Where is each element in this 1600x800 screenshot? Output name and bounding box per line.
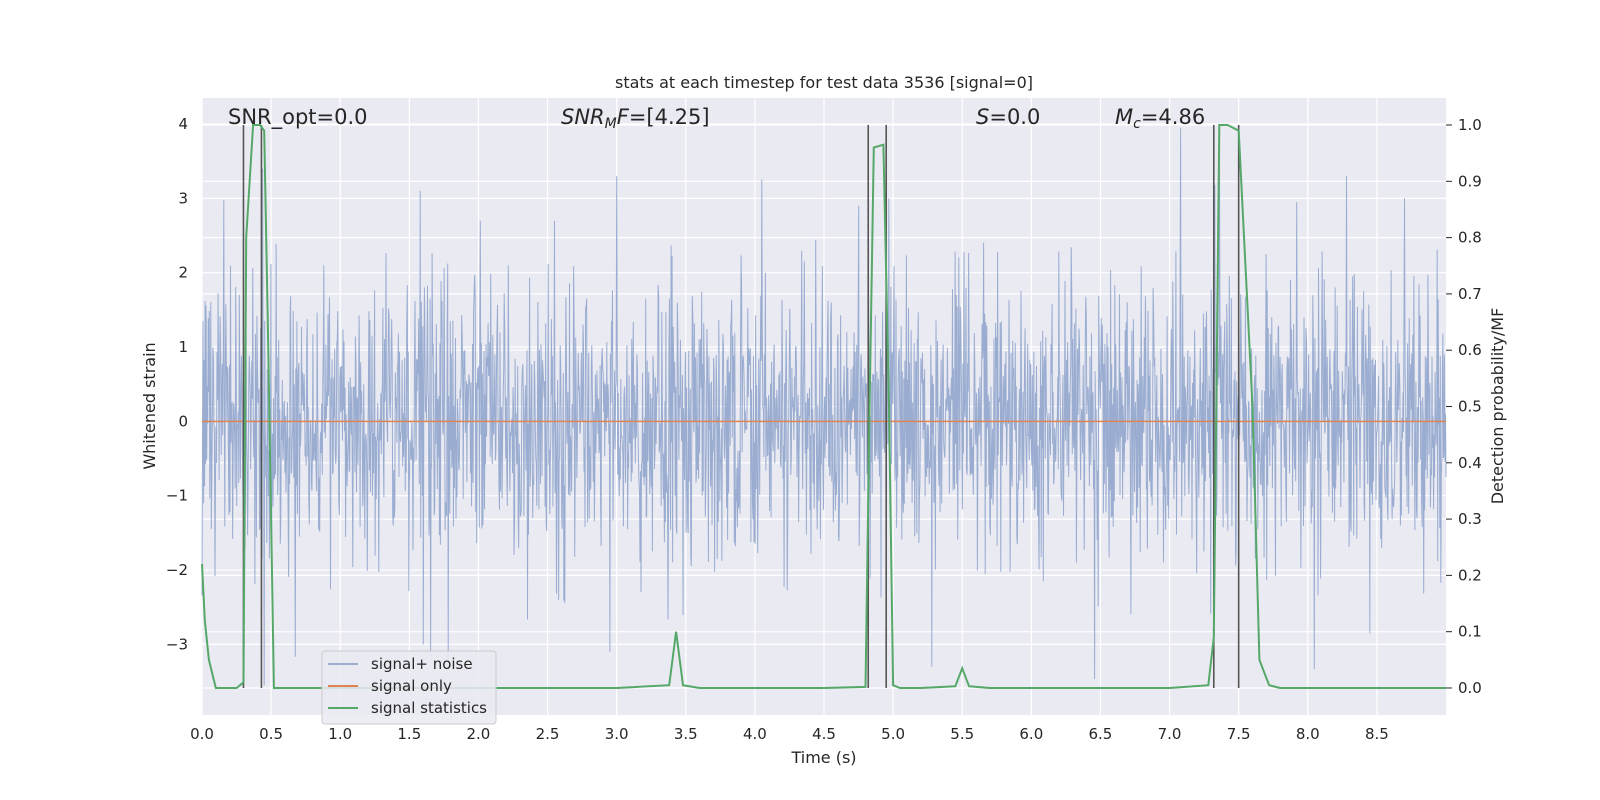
series-signal-statistics: [201, 124, 1446, 689]
x-tick-label: 5.5: [950, 725, 974, 743]
x-tick-label: 6.0: [1019, 725, 1043, 743]
y-tick-label: 0: [178, 412, 188, 430]
y-tick-label: 2: [178, 264, 188, 282]
x-tick-label: 6.5: [1089, 725, 1113, 743]
x-tick-label: 3.0: [605, 725, 629, 743]
y-right-tick-label: 0.9: [1458, 172, 1482, 190]
annotation-snr-mf: SNRMF=[4.25]: [561, 105, 710, 132]
signal-statistics-line: [201, 124, 1446, 689]
y-tick-label: 4: [178, 115, 188, 133]
legend: signal+ noise signal only signal statist…: [321, 650, 497, 725]
x-tick-label: 1.0: [328, 725, 352, 743]
x-tick-label: 4.0: [743, 725, 767, 743]
x-tick-label: 0.0: [190, 725, 214, 743]
y-right-tick-label: 0.8: [1458, 229, 1482, 247]
chart-title: stats at each timestep for test data 353…: [615, 73, 1033, 92]
y-right-tick-label: 0.1: [1458, 623, 1482, 641]
y-axis-label: Whitened strain: [140, 342, 159, 469]
y-axis-ticks: −3 −2 −1 0 1 2 3 4: [166, 115, 188, 653]
x-tick-label: 2.0: [467, 725, 491, 743]
y-right-tick-label: 0.4: [1458, 454, 1482, 472]
y-right-tick-label: 0.7: [1458, 285, 1482, 303]
legend-label-noise: signal+ noise: [371, 655, 473, 673]
y-right-tick-label: 0.6: [1458, 341, 1482, 359]
legend-box: [321, 650, 497, 725]
x-axis-ticks: 0.0 0.5 1.0 1.5 2.0 2.5 3.0 3.5 4.0 4.5 5.0 5.5 6.0 6…: [190, 725, 1389, 743]
x-tick-label: 0.5: [259, 725, 283, 743]
x-tick-label: 7.0: [1158, 725, 1182, 743]
x-tick-label: 4.5: [812, 725, 836, 743]
annotation-mc: Mc=4.86: [1115, 105, 1205, 132]
y-right-tick-label: 1.0: [1458, 116, 1482, 134]
legend-label-stats: signal statistics: [371, 699, 487, 717]
legend-label-signal: signal only: [371, 677, 452, 695]
y-right-axis-ticks: 0.0 0.1 0.2 0.3 0.4 0.5 0.6 0.7 0.8 0.9 1.0: [1446, 116, 1482, 697]
annotation-s: S=0.0: [976, 105, 1040, 129]
y-tick-label: −2: [166, 561, 188, 579]
x-tick-label: 7.5: [1227, 725, 1251, 743]
annotation-snr-opt: SNR_opt=0.0: [228, 105, 368, 130]
y-right-tick-label: 0.5: [1458, 398, 1482, 416]
x-tick-label: 8.0: [1296, 725, 1320, 743]
y-tick-label: −1: [166, 487, 188, 505]
x-tick-label: 2.5: [536, 725, 560, 743]
y-right-tick-label: 0.0: [1458, 679, 1482, 697]
y-right-tick-label: 0.3: [1458, 510, 1482, 528]
y-right-tick-label: 0.2: [1458, 566, 1482, 584]
x-tick-label: 5.0: [881, 725, 905, 743]
x-axis-label: Time (s): [790, 748, 856, 767]
x-tick-label: 8.5: [1365, 725, 1389, 743]
y-tick-label: 1: [178, 338, 188, 356]
y-right-axis-label: Detection probability/MF: [1488, 308, 1507, 505]
y-tick-label: −3: [166, 635, 188, 653]
x-tick-label: 1.5: [397, 725, 421, 743]
x-tick-label: 3.5: [674, 725, 698, 743]
y-tick-label: 3: [178, 189, 188, 207]
